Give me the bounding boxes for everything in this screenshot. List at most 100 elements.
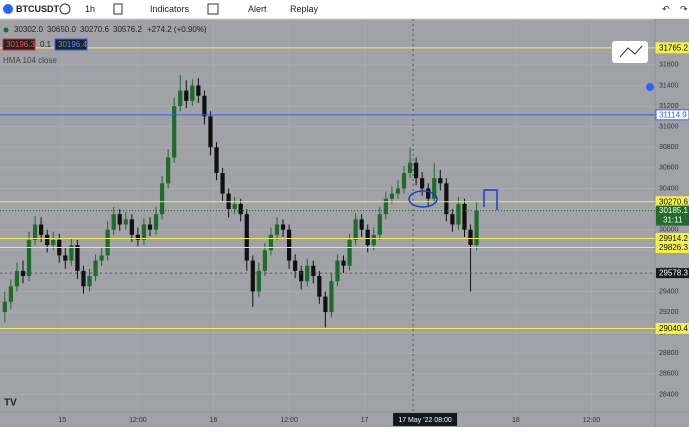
- chart-type[interactable]: [113, 3, 123, 15]
- ask-box[interactable]: [54, 38, 88, 51]
- candle-body: [147, 224, 153, 230]
- candle-body: [123, 219, 128, 225]
- indicator-name: HMA 104 close: [3, 56, 57, 65]
- undo[interactable]: ↶: [662, 4, 670, 14]
- symbol[interactable]: BTCUSDT: [16, 4, 59, 14]
- candle-body: [45, 234, 50, 246]
- candle-body: [317, 276, 322, 297]
- templates[interactable]: [207, 3, 219, 15]
- legend: 30302.0 30650.0 30270.6 30576.2 +274.2 (…: [2, 25, 207, 65]
- add-symbol[interactable]: [59, 3, 71, 15]
- last-price-tag: [656, 205, 689, 226]
- candle-body: [208, 116, 213, 148]
- candle-body: [135, 234, 141, 240]
- candle-body: [329, 281, 334, 313]
- candle-body: [214, 147, 219, 174]
- candle-body: [377, 214, 382, 235]
- candle-body: [69, 245, 74, 261]
- close: 30576.2: [113, 25, 142, 34]
- candle-body: [87, 276, 92, 287]
- y-tick-label: 29400: [659, 288, 679, 295]
- candle-body: [172, 106, 177, 158]
- trendline-icon: [619, 45, 643, 58]
- price-tag: [655, 42, 689, 54]
- candle-body: [407, 162, 413, 174]
- candle-body: [14, 270, 20, 287]
- crosshair-x-label: 17 May '22 08:00: [398, 417, 452, 424]
- spread: 0.1: [40, 40, 52, 49]
- candle-body: [256, 270, 261, 292]
- candle-body: [159, 183, 165, 215]
- candle-body: [244, 214, 249, 261]
- candle-body: [232, 203, 237, 210]
- candle-body: [323, 296, 328, 313]
- bid-box[interactable]: [2, 38, 36, 51]
- circle-drawing[interactable]: [408, 190, 438, 208]
- y-tick-label: 31000: [659, 123, 679, 130]
- low: 30270.6: [80, 25, 109, 34]
- price-tag: [655, 109, 689, 121]
- candle-body: [383, 198, 388, 215]
- candle-body: [111, 214, 116, 230]
- crosshair-x-tag: [393, 413, 458, 426]
- candle-body: [371, 234, 376, 246]
- price-tag-label: 30270.6: [659, 197, 688, 206]
- candle-body: [238, 203, 243, 215]
- x-tick-label: 16: [210, 417, 218, 424]
- symbol-icon[interactable]: [3, 4, 13, 14]
- price-tag-label: 29040.4: [659, 324, 688, 333]
- candle-body: [462, 203, 467, 230]
- candle-body: [468, 229, 473, 246]
- candle-body: [262, 250, 268, 271]
- candle-body: [474, 210, 479, 246]
- alert-marker[interactable]: [646, 83, 654, 91]
- candle-body: [359, 219, 364, 230]
- redo[interactable]: ↷: [680, 4, 688, 14]
- candle-body: [196, 85, 201, 96]
- y-tick-label: 30800: [659, 144, 679, 151]
- candle-body: [305, 265, 310, 282]
- alert[interactable]: Alert: [248, 4, 267, 14]
- status-dot: [3, 27, 9, 33]
- price-tag: [655, 323, 689, 335]
- candle-body: [353, 219, 358, 240]
- candle-body: [99, 255, 104, 261]
- candle-body: [311, 265, 316, 277]
- crosshair-y-tag: [656, 268, 689, 279]
- toolbar-bg: [0, 0, 689, 19]
- candle-body: [456, 203, 461, 225]
- price-tag-label: 29914.2: [659, 234, 688, 243]
- candle-body: [63, 255, 68, 261]
- toolbar: BTCUSDT 1h Indicators Alert Replay ↶ ↷: [0, 0, 689, 20]
- candle-body: [153, 214, 159, 230]
- x-tick-label: 12:00: [583, 417, 601, 424]
- bracket-drawing[interactable]: [483, 189, 498, 210]
- y-tick-label: 31200: [659, 103, 679, 110]
- candle-body: [426, 188, 431, 199]
- candle-body: [389, 193, 395, 199]
- y-tick-label: 30400: [659, 185, 679, 192]
- candle-body: [129, 219, 134, 235]
- candle-body: [347, 239, 352, 266]
- candle-body: [75, 245, 80, 271]
- indicators[interactable]: Indicators: [150, 4, 190, 14]
- candle-body: [20, 270, 26, 277]
- price-tag-label: 31114.9: [659, 110, 687, 119]
- candle-body: [335, 260, 340, 282]
- x-tick-label: 17: [361, 417, 369, 424]
- drawing-toolbar[interactable]: [612, 41, 648, 63]
- y-tick-label: 30600: [659, 165, 679, 172]
- interval[interactable]: 1h: [85, 4, 95, 14]
- candle-body: [32, 224, 38, 240]
- x-tick-label: 12:00: [280, 417, 298, 424]
- candle-body: [2, 301, 7, 313]
- candle-body: [413, 162, 419, 179]
- candle-body: [286, 229, 292, 261]
- x-tick-label: 15: [58, 417, 66, 424]
- replay[interactable]: Replay: [290, 4, 319, 14]
- candle-body: [268, 234, 274, 251]
- x-tick-label: 12:00: [129, 417, 147, 424]
- open: 30302.0: [14, 25, 43, 34]
